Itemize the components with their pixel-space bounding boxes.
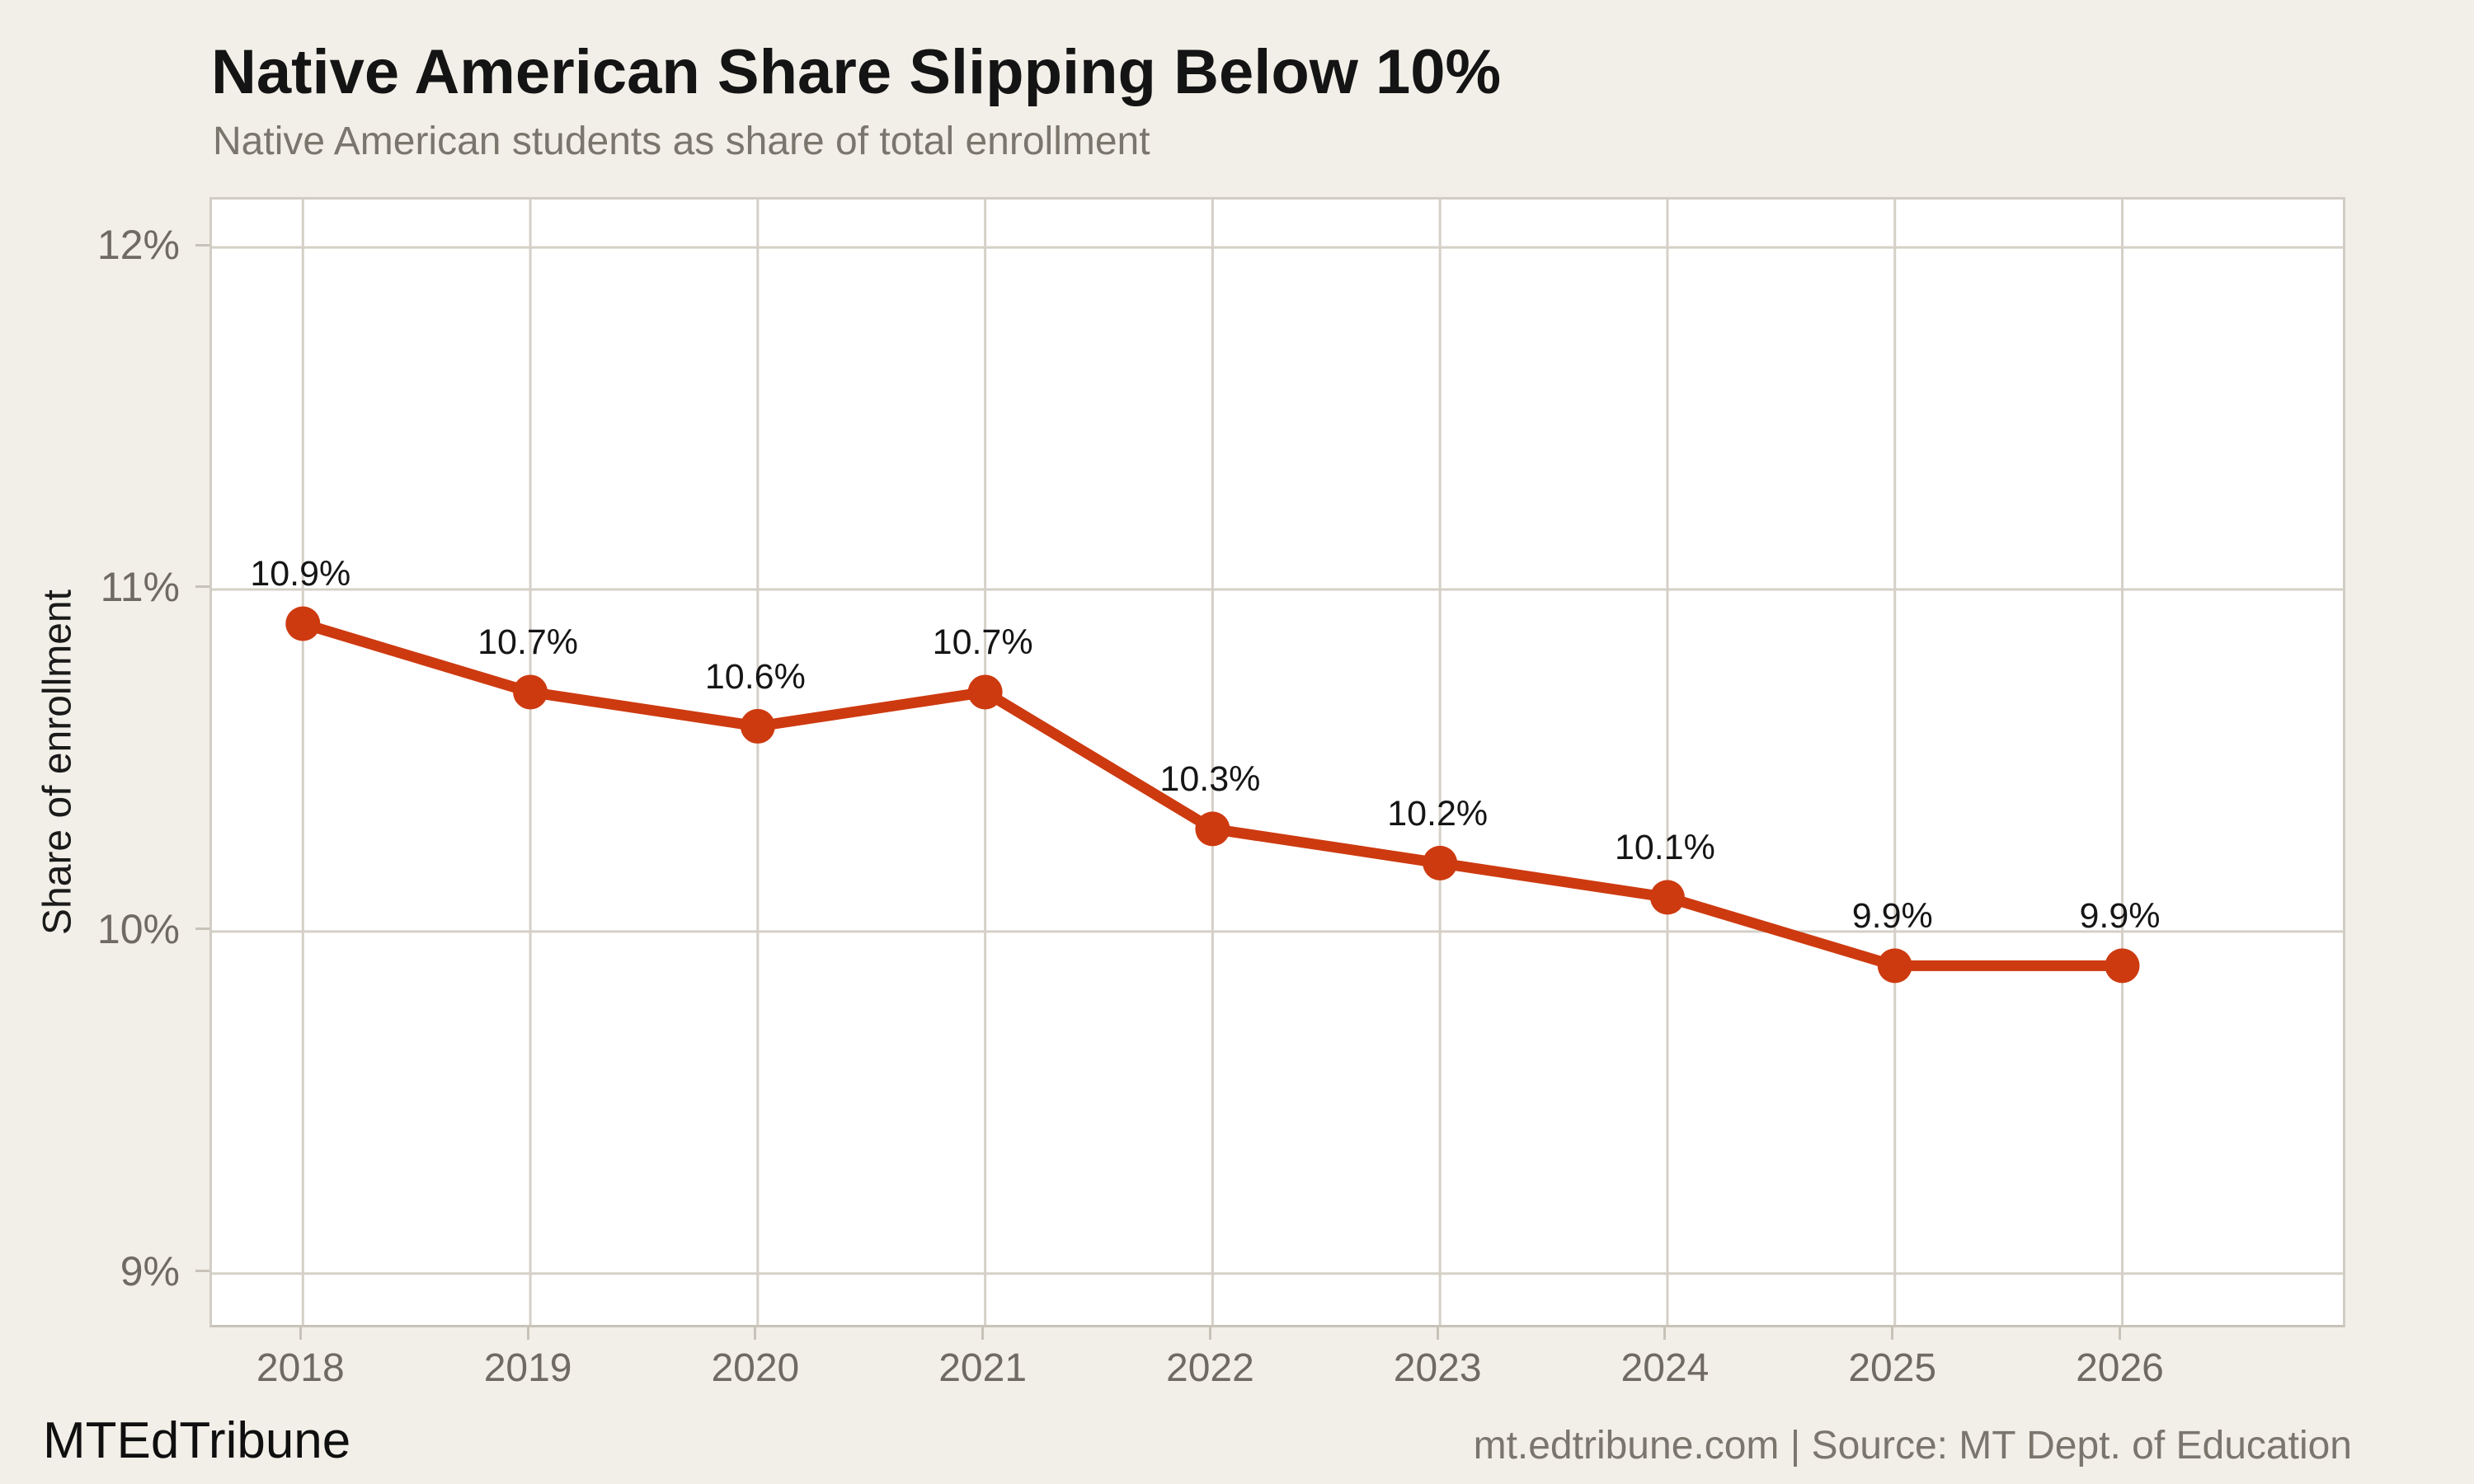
footer-brand: MTEdTribune xyxy=(43,1412,351,1469)
line-chart-canvas xyxy=(212,200,2343,1325)
x-tick-label-2018: 2018 xyxy=(256,1346,345,1390)
x-tick-label-2023: 2023 xyxy=(1393,1346,1482,1390)
y-tick-label-10%: 10% xyxy=(96,905,180,952)
data-point-2026 xyxy=(2105,948,2140,984)
y-tick-mark-9% xyxy=(195,1270,209,1273)
chart-subtitle: Native American students as share of tot… xyxy=(213,120,1150,163)
x-tick-label-2024: 2024 xyxy=(1620,1346,1710,1390)
x-tick-label-2021: 2021 xyxy=(938,1346,1028,1390)
data-point-2023 xyxy=(1423,845,1458,881)
x-tick-label-2022: 2022 xyxy=(1166,1346,1254,1390)
y-axis-title: Share of enrollment xyxy=(35,589,80,935)
data-point-2019 xyxy=(513,674,548,710)
data-point-2020 xyxy=(740,708,775,744)
y-tick-label-11%: 11% xyxy=(100,563,180,610)
y-tick-mark-10% xyxy=(195,928,209,931)
data-point-2025 xyxy=(1877,948,1912,984)
y-tick-mark-11% xyxy=(195,585,209,589)
footer-source: mt.edtribune.com | Source: MT Dept. of E… xyxy=(1473,1424,2352,1468)
data-point-2021 xyxy=(967,674,1003,710)
x-tick-label-2025: 2025 xyxy=(1848,1346,1937,1390)
y-tick-label-12%: 12% xyxy=(96,222,180,269)
x-tick-label-2019: 2019 xyxy=(483,1346,572,1390)
x-tick-label-2026: 2026 xyxy=(2076,1346,2164,1390)
data-point-2018 xyxy=(285,606,321,641)
data-point-2022 xyxy=(1195,811,1230,847)
data-point-2024 xyxy=(1649,880,1685,915)
y-tick-label-9%: 9% xyxy=(120,1247,180,1294)
y-tick-mark-12% xyxy=(195,243,209,247)
chart-title: Native American Share Slipping Below 10% xyxy=(211,37,1502,107)
x-tick-label-2020: 2020 xyxy=(711,1346,800,1390)
plot-area xyxy=(209,197,2345,1327)
